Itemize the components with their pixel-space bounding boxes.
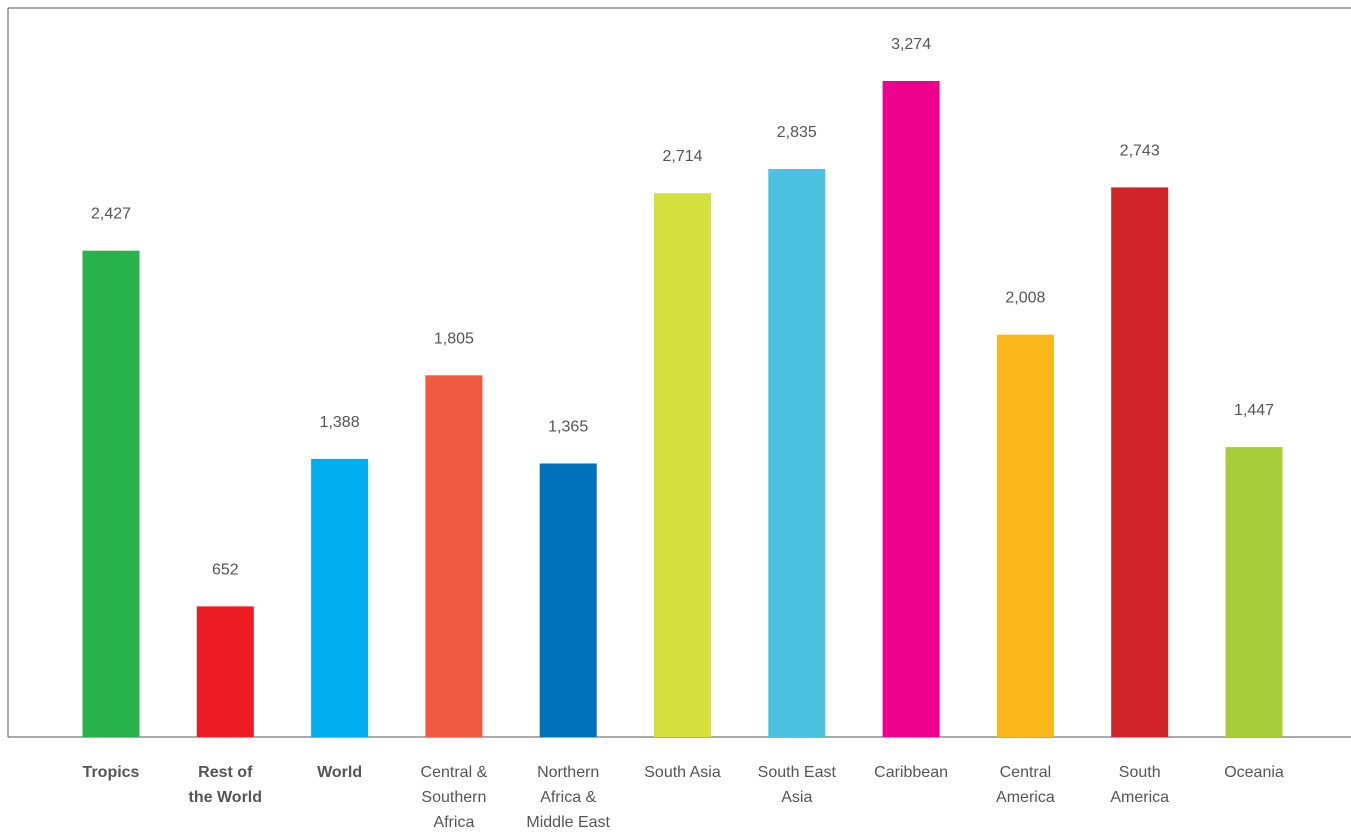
value-label-7: 2,835 [777, 124, 817, 141]
category-label-6: South Asia [644, 764, 721, 781]
category-label-line: Asia [781, 789, 812, 806]
category-label-line: Northern [537, 764, 599, 781]
category-label-3: World [317, 764, 362, 781]
category-label-line: Rest of [198, 764, 253, 781]
bar-2 [196, 606, 254, 737]
category-label-line: Middle East [526, 814, 610, 831]
bar-4 [425, 375, 483, 737]
bar-9 [996, 334, 1054, 737]
category-label-9: Central America [996, 764, 1055, 806]
category-label-line: Central & [421, 764, 488, 781]
bar-11 [1225, 447, 1283, 737]
bars-group [82, 81, 1283, 737]
value-label-1: 2,427 [91, 206, 131, 223]
value-label-10: 2,743 [1120, 142, 1160, 159]
value-label-3: 1,388 [320, 414, 360, 431]
category-label-line: South East [758, 764, 837, 781]
category-label-line: the World [189, 789, 262, 806]
category-label-line: Africa [433, 814, 474, 831]
category-label-line: America [996, 789, 1055, 806]
category-label-5: Northern Africa & Middle East [526, 764, 610, 831]
category-label-10: South America [1110, 764, 1169, 806]
value-label-11: 1,447 [1234, 402, 1274, 419]
category-label-4: Central & Southern Africa [421, 764, 488, 831]
category-label-line: South Asia [644, 764, 721, 781]
category-label-line: America [1110, 789, 1169, 806]
category-labels-group: Tropics Rest of the World World Central & Sou… [83, 764, 1284, 831]
category-label-line: World [317, 764, 362, 781]
value-label-8: 3,274 [891, 36, 931, 53]
category-label-line: Africa & [540, 789, 596, 806]
category-label-line: South [1119, 764, 1161, 781]
value-labels-group: 2,427 652 1,388 1,805 1,365 2,714 2,835 3,274 2,… [91, 36, 1274, 578]
category-label-line: Caribbean [874, 764, 948, 781]
bar-8 [882, 81, 940, 737]
category-label-8: Caribbean [874, 764, 948, 781]
category-label-line: Oceania [1224, 764, 1284, 781]
category-label-11: Oceania [1224, 764, 1284, 781]
category-label-line: Tropics [83, 764, 140, 781]
category-label-7: South East Asia [758, 764, 837, 806]
bar-5 [539, 463, 597, 737]
category-label-2: Rest of the World [189, 764, 262, 806]
bar-1 [82, 250, 140, 737]
value-label-9: 2,008 [1005, 290, 1045, 307]
category-label-1: Tropics [83, 764, 140, 781]
value-label-2: 652 [212, 561, 239, 578]
value-label-6: 2,714 [662, 148, 702, 165]
bar-7 [768, 169, 826, 737]
category-label-line: Southern [421, 789, 486, 806]
bar-6 [654, 193, 711, 737]
value-label-5: 1,365 [548, 419, 588, 436]
value-label-4: 1,805 [434, 330, 474, 347]
bar-10 [1111, 187, 1169, 737]
category-label-line: Central [1000, 764, 1052, 781]
bar-3 [311, 458, 369, 737]
